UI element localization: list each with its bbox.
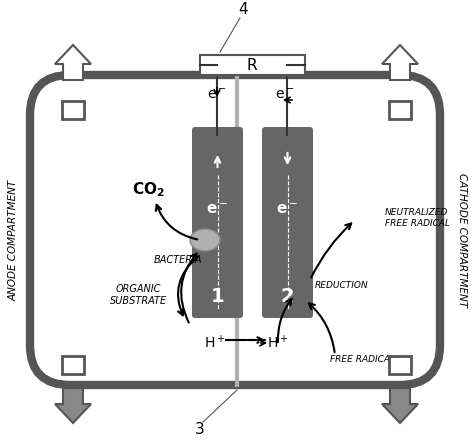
Text: e$^-$: e$^-$: [276, 202, 299, 218]
Text: REDUCTION: REDUCTION: [315, 281, 369, 289]
Polygon shape: [382, 388, 418, 423]
Text: BACTERIA: BACTERIA: [154, 255, 202, 265]
Text: ANODE COMPARTMENT: ANODE COMPARTMENT: [9, 179, 19, 301]
Bar: [62, 356, 84, 374]
Text: e$^-$: e$^-$: [207, 88, 227, 102]
Bar: [389, 101, 411, 119]
Text: 3: 3: [195, 423, 205, 437]
Text: R: R: [247, 58, 257, 72]
Text: e$^-$: e$^-$: [276, 88, 295, 102]
Text: e$^-$: e$^-$: [206, 202, 228, 218]
Polygon shape: [55, 388, 91, 423]
Text: NEUTRALIZED
FREE RADICAL: NEUTRALIZED FREE RADICAL: [385, 208, 450, 228]
Ellipse shape: [190, 229, 220, 251]
FancyBboxPatch shape: [200, 55, 305, 75]
Text: FREE RADICAL: FREE RADICAL: [330, 356, 395, 365]
FancyBboxPatch shape: [262, 127, 313, 318]
Text: $\mathbf{CO_2}$: $\mathbf{CO_2}$: [132, 181, 164, 199]
Text: 1: 1: [211, 288, 224, 306]
FancyBboxPatch shape: [192, 127, 243, 318]
Polygon shape: [382, 45, 418, 80]
Text: H$^+$: H$^+$: [267, 334, 289, 352]
Text: H$^+$: H$^+$: [204, 334, 226, 352]
Bar: [389, 356, 411, 374]
FancyBboxPatch shape: [30, 75, 440, 385]
Bar: [62, 101, 84, 119]
Text: ORGANIC
SUBSTRATE: ORGANIC SUBSTRATE: [109, 284, 167, 306]
Text: 2: 2: [281, 288, 294, 306]
Polygon shape: [55, 45, 91, 80]
Text: CATHODE COMPARTMENT: CATHODE COMPARTMENT: [457, 173, 467, 307]
Text: 4: 4: [238, 3, 248, 17]
